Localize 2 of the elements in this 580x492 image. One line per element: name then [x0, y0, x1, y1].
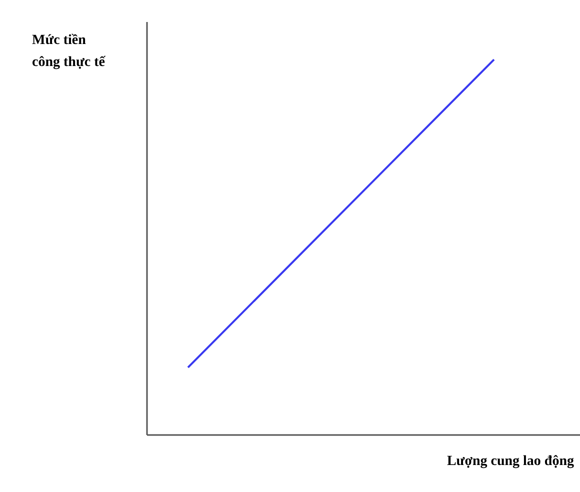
x-axis-title: Lượng cung lao động: [446, 454, 574, 470]
y-axis-title: Mức tiền công thực tế: [32, 32, 106, 72]
